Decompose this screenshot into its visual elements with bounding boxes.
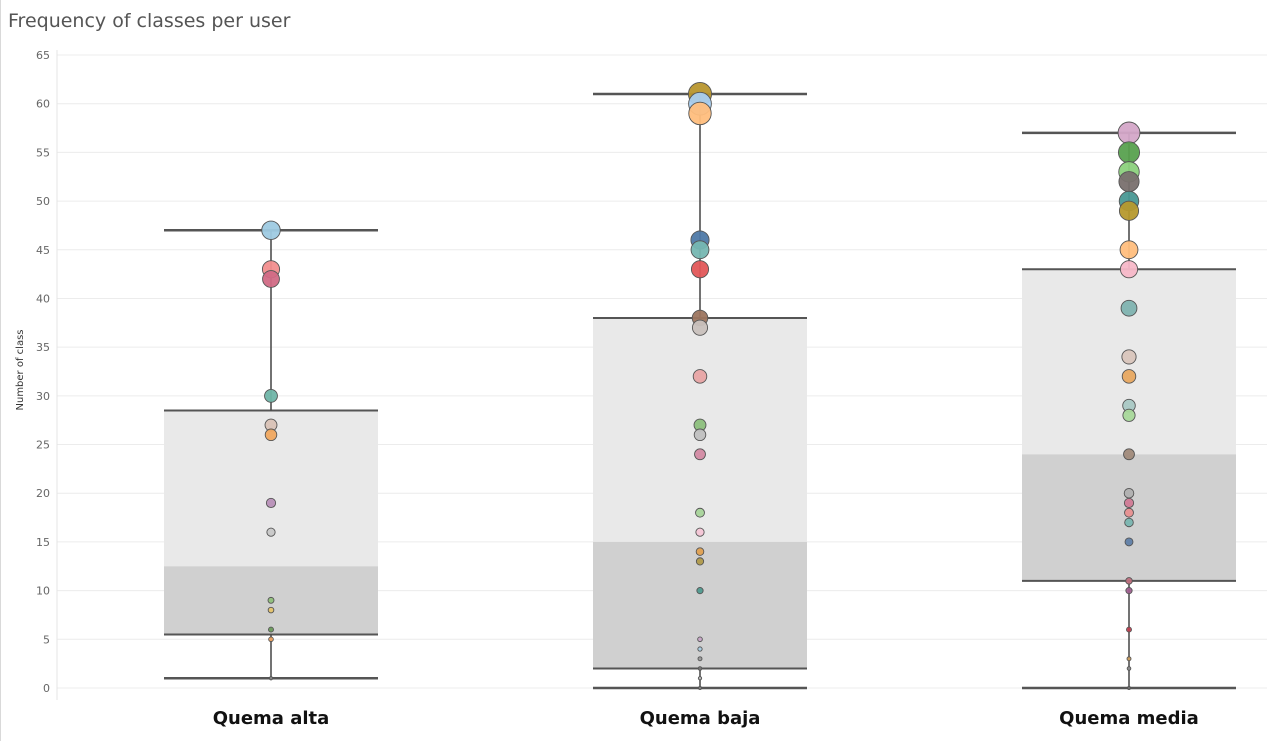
data-point	[697, 646, 703, 652]
data-point	[261, 220, 281, 240]
y-tick-label: 30	[36, 390, 50, 403]
y-tick-label: 0	[43, 682, 50, 695]
data-point	[1117, 121, 1141, 145]
data-point	[266, 527, 276, 537]
data-point	[1122, 408, 1136, 422]
data-point	[265, 497, 277, 509]
data-point	[264, 388, 278, 403]
data-point	[1124, 507, 1134, 518]
data-point	[697, 656, 703, 662]
data-point	[268, 676, 274, 681]
data-point	[1125, 587, 1133, 595]
data-point	[697, 636, 703, 643]
y-tick-label: 25	[36, 439, 50, 452]
y-tick-label: 45	[36, 244, 50, 257]
data-points	[261, 81, 1141, 690]
data-point	[698, 686, 702, 690]
category-label: Quema baja	[640, 708, 761, 729]
data-point	[1118, 200, 1140, 221]
data-point	[1119, 240, 1139, 260]
data-point	[697, 666, 703, 671]
y-tick-label: 55	[36, 146, 50, 159]
data-point	[1118, 171, 1140, 193]
data-point	[1126, 626, 1132, 633]
data-point	[693, 428, 707, 442]
y-tick-label: 10	[36, 585, 50, 598]
data-point	[1124, 537, 1134, 547]
data-point	[1123, 487, 1135, 499]
y-tick-label: 5	[43, 633, 50, 646]
data-point	[1123, 448, 1135, 461]
data-point	[268, 636, 274, 643]
chart-title: Frequency of classes per user	[8, 10, 291, 32]
data-point	[690, 240, 710, 260]
data-point	[690, 260, 710, 279]
data-point	[1126, 656, 1132, 662]
data-point	[1121, 369, 1137, 384]
data-point	[692, 369, 708, 384]
data-point	[1119, 260, 1139, 279]
data-point	[1126, 666, 1132, 671]
data-point	[695, 527, 705, 537]
data-point	[688, 101, 712, 126]
data-point	[696, 587, 704, 595]
y-tick-label: 50	[36, 195, 50, 208]
data-point	[1123, 497, 1135, 509]
y-tick-labels: 0 5 10 15 20 25 30 35 40 45 50 55 60 65	[36, 49, 50, 695]
data-point	[1127, 686, 1131, 690]
data-point	[695, 547, 705, 556]
data-point	[1121, 349, 1137, 365]
data-point	[1124, 517, 1134, 528]
y-tick-label: 40	[36, 292, 50, 305]
y-tick-label: 15	[36, 536, 50, 549]
data-point	[1120, 299, 1138, 317]
y-tick-label: 60	[36, 98, 50, 111]
data-point	[267, 606, 275, 614]
category-labels: Quema alta Quema baja Quema media	[213, 708, 1199, 729]
data-point	[268, 626, 274, 633]
y-tick-label: 65	[36, 49, 50, 62]
data-point	[262, 270, 280, 288]
data-point	[697, 676, 703, 681]
y-tick-label: 35	[36, 341, 50, 354]
category-label: Quema alta	[213, 708, 330, 729]
y-tick-label: 20	[36, 487, 50, 500]
data-point	[695, 557, 705, 566]
data-point	[1117, 141, 1141, 164]
data-point	[694, 448, 706, 461]
data-point	[691, 319, 709, 336]
left-border	[0, 0, 1, 741]
data-point	[264, 428, 278, 442]
y-axis-label: Number of class	[15, 330, 26, 411]
data-point	[695, 507, 705, 518]
boxes	[164, 92, 1236, 690]
data-point	[267, 596, 275, 604]
category-label: Quema media	[1059, 708, 1199, 729]
data-point	[1125, 577, 1133, 585]
